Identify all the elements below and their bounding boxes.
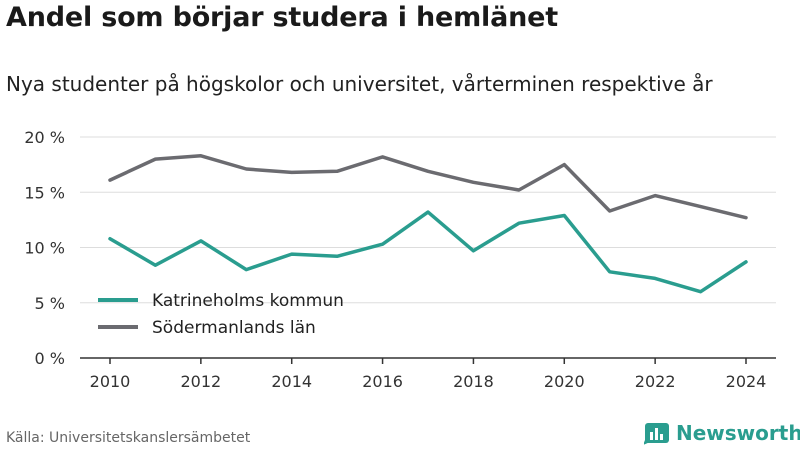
x-tick-label: 2014 [271,372,312,391]
x-tick-label: 2024 [726,372,767,391]
legend-label-1: Katrineholms kommun [152,291,344,311]
y-tick-label: 5 % [35,294,65,313]
legend: Katrineholms kommun Södermanlands län [98,291,344,338]
x-tick-label: 2018 [453,372,494,391]
x-tick-label: 2020 [544,372,585,391]
y-tick-labels: 0 % 5 % 10 % 15 % 20 % [24,128,65,368]
x-tick-label: 2022 [635,372,676,391]
y-tick-label: 20 % [24,128,65,147]
x-tick-label: 2012 [180,372,221,391]
series-line-1 [108,210,748,294]
x-axis: 2010 2012 2014 2016 2018 2020 2022 2024 [80,357,776,391]
series-lines [108,154,748,294]
newsworthy-logo-icon [644,423,669,445]
brand-name: Newsworthy [676,421,800,445]
chart-subtitle: Nya studenter på högskolor och universit… [6,72,713,96]
legend-label-2: Södermanlands län [152,318,316,338]
y-tick-label: 0 % [35,349,65,368]
source-note: Källa: Universitetskanslersämbetet [6,430,251,446]
y-tick-label: 15 % [24,183,65,202]
chart-title: Andel som börjar studera i hemlänet [6,2,558,33]
y-tick-label: 10 % [24,239,65,258]
series-line-2 [108,154,748,220]
x-tick-label: 2010 [90,372,131,391]
grid-lines [80,136,776,304]
brand-logo: Newsworthy [644,420,800,446]
x-tick-label: 2016 [362,372,403,391]
